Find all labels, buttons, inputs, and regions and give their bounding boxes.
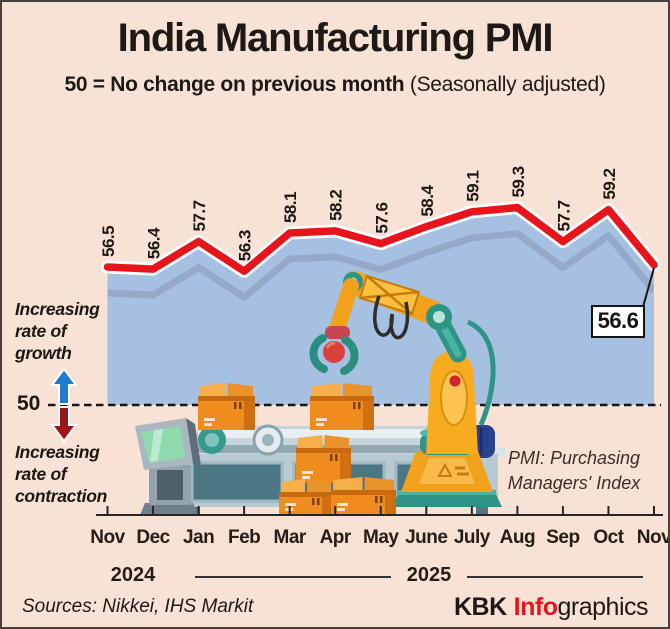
- pmi-definition-note: PMI: Purchasing Managers' Index: [507, 448, 641, 493]
- data-point-label: 58.1: [281, 192, 300, 223]
- data-point-label: 58.4: [418, 185, 437, 217]
- page-title: India Manufacturing PMI: [117, 16, 554, 60]
- month-label: Nov: [637, 527, 670, 548]
- data-point-label: 57.6: [372, 203, 391, 234]
- baseline-label: 50: [17, 392, 41, 415]
- data-point-label: 56.5: [99, 226, 118, 257]
- sources-text: Sources: Nikkei, IHS Markit: [22, 596, 254, 617]
- data-point-label: 59.1: [463, 171, 482, 202]
- month-label: Apr: [320, 527, 352, 548]
- boxes-on-belt: [198, 383, 374, 430]
- subtitle-bold-text: 50 = No change on previous month: [64, 73, 405, 96]
- subtitle-regular-text: (Seasonally adjusted): [409, 73, 606, 96]
- month-label: May: [363, 527, 399, 548]
- data-point-label: 57.7: [554, 200, 573, 231]
- month-label: Aug: [500, 527, 535, 548]
- factory-illustration: [135, 271, 506, 515]
- year-divider-line: [467, 576, 643, 578]
- brand-graphics: graphics: [557, 593, 649, 621]
- data-point-label: 59.2: [600, 169, 619, 200]
- month-label: Oct: [593, 527, 624, 548]
- year-divider-line: [195, 576, 391, 578]
- month-label: Mar: [274, 527, 307, 548]
- control-kiosk-illustration: [135, 418, 201, 515]
- chart-subtitle: 50 = No change on previous month (Season…: [2, 73, 668, 97]
- annotation-growth: Increasing rate of growth: [15, 299, 100, 363]
- robot-arm-illustration: [309, 271, 502, 507]
- data-point-label: 57.7: [190, 200, 209, 231]
- year-label-2025: 2025: [406, 564, 452, 586]
- year-label-2024: 2024: [110, 564, 156, 586]
- month-label: Sep: [546, 527, 579, 548]
- chart-layer: [48, 201, 661, 407]
- month-label: Dec: [136, 527, 170, 548]
- month-label: July: [454, 527, 491, 548]
- annotation-contraction: Increasing rate of contraction: [15, 442, 107, 506]
- data-labels-layer: 56.5 56.4 57.7 56.3 58.1 58.2 57.6 58.4 59.1 59.3…: [99, 166, 619, 261]
- month-label: Feb: [228, 527, 260, 548]
- axis-layer: Nov Dec Jan Feb Mar Apr May June July Aug Sep Oct No…: [50, 267, 670, 548]
- data-point-label: 59.3: [509, 166, 528, 197]
- growth-arrow-icon: [50, 367, 78, 405]
- stacked-boxes: [279, 435, 396, 515]
- latest-value-callout: 56.6: [591, 305, 645, 338]
- brand-kbk: KBK: [454, 593, 507, 621]
- month-label: Nov: [90, 527, 125, 548]
- data-point-label: 56.3: [236, 230, 255, 261]
- data-point-label: 56.4: [145, 227, 164, 259]
- data-point-label: 58.2: [327, 190, 346, 221]
- contraction-arrow-icon: [50, 406, 78, 443]
- kbk-infographics-logo: KBK Infographics: [454, 593, 648, 622]
- brand-info: Info: [513, 593, 558, 621]
- month-label: Jan: [183, 527, 214, 548]
- month-label: June: [405, 527, 447, 548]
